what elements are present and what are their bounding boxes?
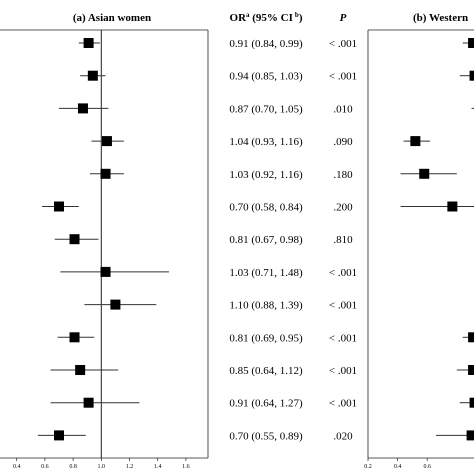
panel-a-p-value: .010 xyxy=(333,103,353,115)
panel-a-p-value: < .001 xyxy=(329,365,357,377)
panel-a-p-value: .090 xyxy=(333,136,353,148)
panel-b-title: (b) Western xyxy=(413,12,468,24)
panel-a-x-tick-label: 1.4 xyxy=(154,464,162,470)
panel-a-or-ci-value: 0.91 (0.84, 0.99) xyxy=(229,38,303,50)
panel-a-or-ci-value: 1.04 (0.93, 1.16) xyxy=(229,136,303,148)
panel-a-p-value: < .001 xyxy=(329,332,357,344)
panel-b-x-tick-label: 0.6 xyxy=(423,464,431,470)
panel-a-or-ci-value: 0.91 (0.64, 1.27) xyxy=(229,398,303,410)
panel-a-p-value: < .001 xyxy=(329,300,357,312)
panel-a-or-marker xyxy=(75,365,86,375)
or-header-sup-b: b xyxy=(295,11,299,19)
panel-a-p-value: < .001 xyxy=(329,267,357,279)
panel-a-or-ci-value: 0.87 (0.70, 1.05) xyxy=(229,103,303,115)
panel-a-or-marker xyxy=(110,299,121,310)
panel-a-or-ci-value: 0.70 (0.58, 0.84) xyxy=(229,202,303,214)
p-column-header: P xyxy=(340,12,347,24)
panel-a-or-marker xyxy=(87,70,98,81)
panel-a-or-ci-value: 1.03 (0.92, 1.16) xyxy=(229,169,303,181)
panel-b-or-marker xyxy=(468,332,474,343)
panel-a-or-ci-value: 1.10 (0.88, 1.39) xyxy=(229,300,303,312)
panel-a-p-value: < .001 xyxy=(329,71,357,83)
panel-a-or-marker xyxy=(54,201,64,212)
panel-a-or-marker xyxy=(100,168,111,179)
panel-b-or-marker xyxy=(469,70,474,81)
panel-a-p-value: < .001 xyxy=(329,398,357,410)
panel-a-x-tick-label: 0.6 xyxy=(41,464,49,470)
panel-a-or-marker xyxy=(77,103,88,114)
panel-a-p-value: .200 xyxy=(333,202,353,214)
panel-a-or-marker xyxy=(101,136,112,147)
panel-b-x-tick-label: 0.4 xyxy=(394,464,402,470)
or-header-end: ) xyxy=(299,12,303,24)
panel-a-x-tick-label: 1.0 xyxy=(98,464,106,470)
panel-b-or-marker xyxy=(468,365,474,375)
or-header-main: OR xyxy=(230,12,248,24)
panel-a-or-marker xyxy=(83,397,94,408)
or-header-sup-a: a xyxy=(246,11,250,19)
panel-a-x-tick-label: 0.4 xyxy=(13,464,21,470)
panel-a-x-tick-label: 0.8 xyxy=(69,464,77,470)
panel-a-or-ci-value: 0.70 (0.55, 0.89) xyxy=(229,430,303,442)
panel-a-or-marker xyxy=(83,38,94,48)
panel-b-or-marker xyxy=(410,136,421,147)
panel-b-marks: 0.2 0.4 0.6 xyxy=(364,38,474,470)
panel-a-or-marker xyxy=(100,266,111,277)
panel-a-x-tick-label: 1.2 xyxy=(126,464,134,470)
panel-a-p-value: .020 xyxy=(333,430,353,442)
panel-a-or-ci-value: 0.94 (0.85, 1.03) xyxy=(229,71,303,83)
panel-a-or-ci-value: 0.81 (0.67, 0.98) xyxy=(229,234,303,246)
or-header-mid: (95% CI xyxy=(250,12,293,24)
panel-a-or-marker xyxy=(69,332,80,343)
panel-a-p-value: < .001 xyxy=(329,38,357,50)
or-ci-column-header: ORa (95% CI b) xyxy=(230,11,303,24)
panel-a-or-ci-value: 0.81 (0.69, 0.95) xyxy=(229,332,303,344)
panel-b-or-marker xyxy=(469,397,474,408)
panel-a-p-value: .180 xyxy=(333,169,353,181)
panel-b-x-tick-label: 0.2 xyxy=(364,464,372,470)
panel-a-or-ci-value: 1.03 (0.71, 1.48) xyxy=(229,267,303,279)
panel-b-or-marker xyxy=(419,168,430,179)
panel-a-p-value: .810 xyxy=(333,234,353,246)
panel-b-or-marker xyxy=(468,38,474,48)
panel-b-or-marker xyxy=(466,430,474,441)
panel-a-or-ci-value: 0.85 (0.64, 1.12) xyxy=(229,365,303,377)
panel-a-title: (a) Asian women xyxy=(73,12,151,24)
panel-a-x-tick-label: 1.6 xyxy=(182,464,190,470)
panel-a-or-marker xyxy=(69,234,80,245)
panel-a-marks: 0.20.40.60.81.01.21.41.60.91 (0.84, 0.99… xyxy=(13,30,357,470)
panel-a-or-marker xyxy=(54,430,64,441)
panel-b-or-marker xyxy=(447,201,458,212)
